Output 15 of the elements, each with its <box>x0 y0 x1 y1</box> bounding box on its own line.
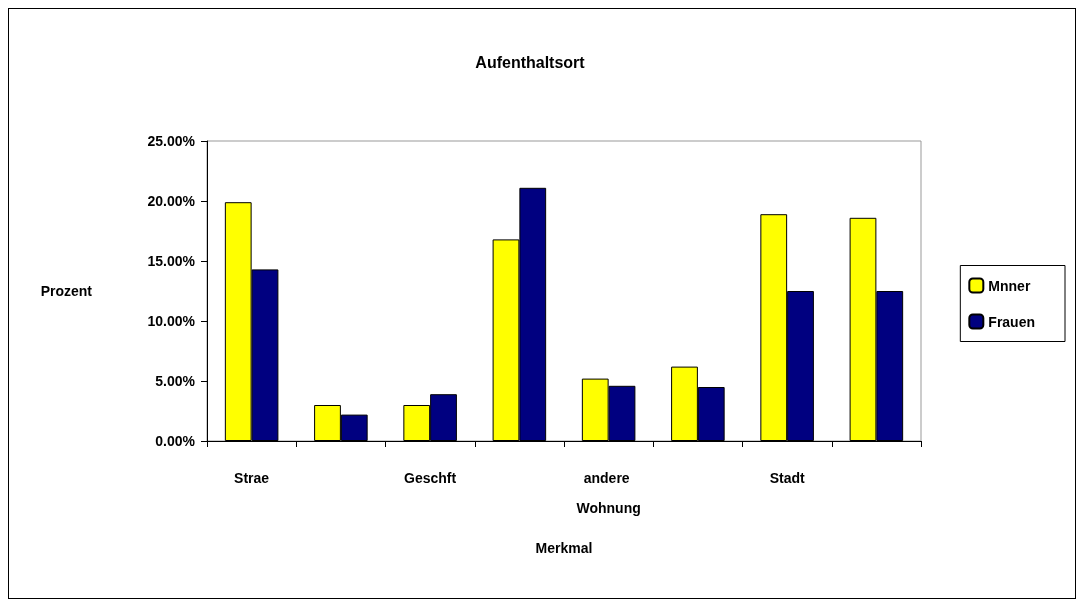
x-tick-label: andere Wohnung <box>576 470 641 516</box>
y-tick-label: 10.00% <box>147 313 196 329</box>
legend-label: Mnner <box>988 277 1031 294</box>
y-tick-label: 15.00% <box>147 253 196 269</box>
legend-label: Frauen <box>988 313 1036 330</box>
y-axis-title: Prozent <box>40 283 93 299</box>
x-tick-label: Strae <box>234 470 270 486</box>
y-tick-label: 5.00% <box>155 373 196 389</box>
y-tick-label: 20.00% <box>147 193 196 209</box>
y-tick-label: 0.00% <box>155 433 196 449</box>
y-tick-label: 25.00% <box>147 133 196 149</box>
x-tick-label: Stadt <box>769 470 805 486</box>
x-axis-title: Merkmal <box>535 540 593 556</box>
chart-title: Aufenthaltsort <box>475 53 586 71</box>
x-tick-label: Geschft <box>404 470 457 486</box>
